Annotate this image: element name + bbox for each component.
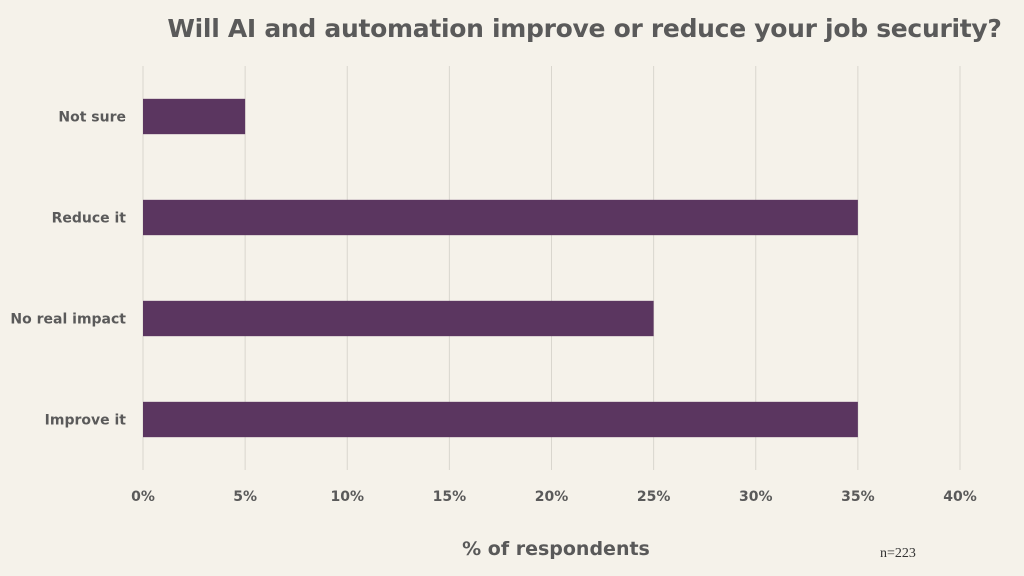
bar-no-real-impact — [143, 300, 654, 337]
x-axis-label: % of respondents — [462, 538, 650, 560]
x-tick-label: 5% — [233, 489, 257, 505]
bar-improve-it — [143, 401, 858, 438]
x-tick-label: 40% — [943, 489, 977, 505]
bars — [143, 98, 858, 438]
x-tick-label: 10% — [330, 489, 364, 505]
category-label-not-sure: Not sure — [58, 110, 126, 126]
bar-reduce-it — [143, 199, 858, 236]
chart-title: Will AI and automation improve or reduce… — [167, 14, 1002, 43]
x-tick-label: 25% — [637, 489, 671, 505]
x-tick-label: 15% — [433, 489, 467, 505]
x-tick-label: 30% — [739, 489, 773, 505]
x-tick-label: 35% — [841, 489, 875, 505]
category-label-improve-it: Improve it — [45, 413, 127, 429]
bar-not-sure — [143, 98, 246, 135]
category-labels: Not sure Reduce it No real impact Improve i… — [10, 110, 126, 429]
x-tick-labels: 0% 5% 10% 15% 20% 25% 30% 35% 40% — [131, 489, 977, 505]
category-label-reduce-it: Reduce it — [52, 211, 127, 227]
sample-size-note: n=223 — [880, 546, 916, 561]
x-tick-label: 20% — [535, 489, 569, 505]
x-tick-label: 0% — [131, 489, 155, 505]
category-label-no-real-impact: No real impact — [10, 312, 126, 328]
